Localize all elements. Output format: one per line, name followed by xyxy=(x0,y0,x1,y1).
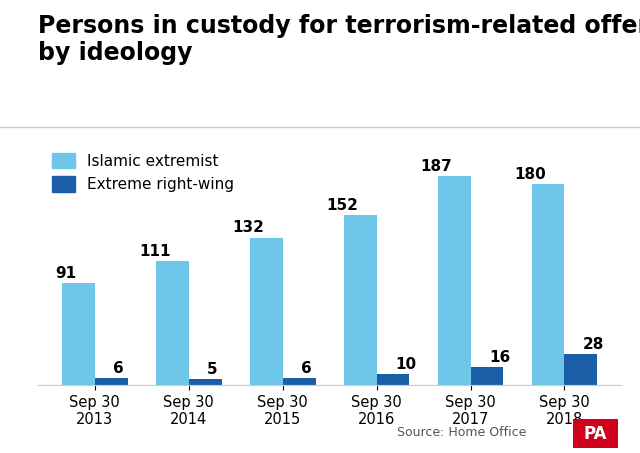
Text: 180: 180 xyxy=(515,167,546,182)
Bar xyxy=(344,215,376,385)
Text: 16: 16 xyxy=(489,350,510,365)
Bar xyxy=(470,367,504,385)
Text: 10: 10 xyxy=(395,357,416,371)
Text: 28: 28 xyxy=(583,337,604,352)
Legend: Islamic extremist, Extreme right-wing: Islamic extremist, Extreme right-wing xyxy=(52,153,234,192)
Text: 132: 132 xyxy=(232,221,264,236)
Text: Source: Home Office: Source: Home Office xyxy=(397,426,526,439)
Text: 6: 6 xyxy=(113,361,124,376)
Bar xyxy=(250,238,283,385)
Bar xyxy=(376,374,410,385)
Bar xyxy=(438,176,470,385)
Bar xyxy=(95,378,127,385)
Bar xyxy=(156,261,189,385)
Text: 5: 5 xyxy=(207,362,218,377)
Bar xyxy=(283,378,316,385)
Bar xyxy=(532,184,564,385)
Text: 91: 91 xyxy=(55,266,76,281)
Text: PA: PA xyxy=(584,425,607,443)
Bar xyxy=(62,284,95,385)
Bar xyxy=(189,380,221,385)
Text: 6: 6 xyxy=(301,361,312,376)
Text: 187: 187 xyxy=(420,159,452,174)
Text: Persons in custody for terrorism-related offences,
by ideology: Persons in custody for terrorism-related… xyxy=(38,14,640,65)
Text: 152: 152 xyxy=(326,198,358,213)
Bar xyxy=(564,354,597,385)
Text: 111: 111 xyxy=(139,244,170,259)
